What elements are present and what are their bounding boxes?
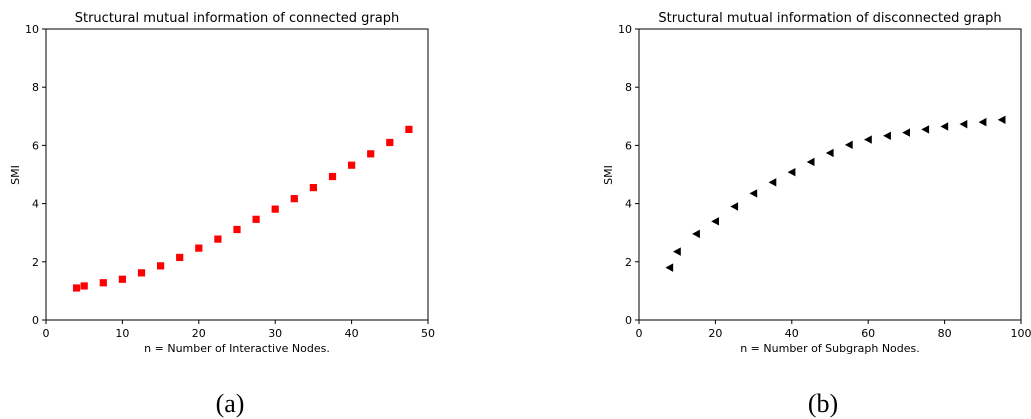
y-tick-label: 0 <box>32 314 39 327</box>
data-point <box>233 225 241 234</box>
panel-caption: (b) <box>808 389 838 418</box>
plot-frame <box>638 28 1022 321</box>
x-tick-label: 20 <box>708 327 722 340</box>
chart-panel-a: Structural mutual information of connect… <box>9 11 435 418</box>
data-point <box>711 217 719 226</box>
data-point <box>348 161 356 169</box>
axes: 0 10 20 30 40 50 0 2 4 6 8 10 <box>25 23 435 340</box>
y-tick-label: 10 <box>618 23 632 36</box>
data-point <box>997 115 1006 124</box>
x-tick-label: 10 <box>115 327 129 340</box>
panel-caption: (a) <box>216 389 245 418</box>
data-point <box>825 148 834 158</box>
y-tick-label: 6 <box>32 139 39 152</box>
data-point <box>386 138 394 147</box>
y-tick-label: 2 <box>625 256 632 269</box>
data-point <box>768 178 777 187</box>
data-point <box>271 205 279 213</box>
data-point <box>157 262 165 270</box>
data-point <box>176 253 184 262</box>
data-point <box>787 167 796 177</box>
y-tick-label: 2 <box>32 256 39 269</box>
y-axis-label: SMI <box>9 165 22 185</box>
y-axis-label: SMI <box>602 165 615 185</box>
data-point <box>844 140 853 150</box>
data-point <box>99 279 107 287</box>
data-point <box>902 128 910 137</box>
chart-panel-b: Structural mutual information of disconn… <box>602 11 1031 418</box>
data-point <box>328 172 337 181</box>
x-tick-label: 60 <box>861 327 875 340</box>
data-point <box>290 195 298 203</box>
x-tick-label: 0 <box>43 327 50 340</box>
y-tick-label: 4 <box>625 198 632 211</box>
y-tick-label: 0 <box>625 314 632 327</box>
axes: 0 20 40 60 80 100 0 2 4 6 8 10 <box>618 23 1031 340</box>
data-point <box>80 282 88 290</box>
data-point <box>118 275 126 283</box>
x-axis-label: n = Number of Interactive Nodes. <box>144 342 330 355</box>
data-point <box>730 202 739 211</box>
x-tick-label: 100 <box>1011 327 1031 340</box>
x-axis-label: n = Number of Subgraph Nodes. <box>740 342 920 355</box>
y-tick-label: 10 <box>25 23 39 36</box>
data-point <box>692 229 700 239</box>
data-point <box>959 119 968 129</box>
data-point <box>921 125 930 134</box>
chart-title: Structural mutual information of disconn… <box>658 11 1001 26</box>
data-point <box>72 284 81 292</box>
x-tick-label: 40 <box>785 327 799 340</box>
x-tick-label: 40 <box>345 327 359 340</box>
x-tick-label: 30 <box>268 327 282 340</box>
chart-title: Structural mutual information of connect… <box>75 11 400 26</box>
data-point <box>405 125 413 133</box>
y-tick-label: 4 <box>32 198 39 211</box>
y-tick-label: 8 <box>32 81 39 94</box>
data-point <box>665 263 674 272</box>
data-point <box>883 131 891 140</box>
data-point <box>978 117 987 127</box>
data-point <box>195 244 203 252</box>
plot-frame <box>45 28 429 321</box>
x-tick-label: 20 <box>192 327 206 340</box>
data-point <box>137 269 146 277</box>
data-point <box>252 215 260 223</box>
x-tick-label: 80 <box>938 327 952 340</box>
y-tick-label: 8 <box>625 81 632 94</box>
y-tick-label: 6 <box>625 139 632 152</box>
data-point <box>940 122 949 131</box>
data-point <box>806 157 815 167</box>
data-point <box>673 247 681 256</box>
data-point <box>367 150 375 158</box>
data-point <box>214 235 222 243</box>
x-tick-label: 0 <box>636 327 643 340</box>
x-tick-label: 50 <box>421 327 435 340</box>
data-point <box>309 183 317 192</box>
data-point <box>749 189 758 198</box>
data-point <box>864 135 872 144</box>
